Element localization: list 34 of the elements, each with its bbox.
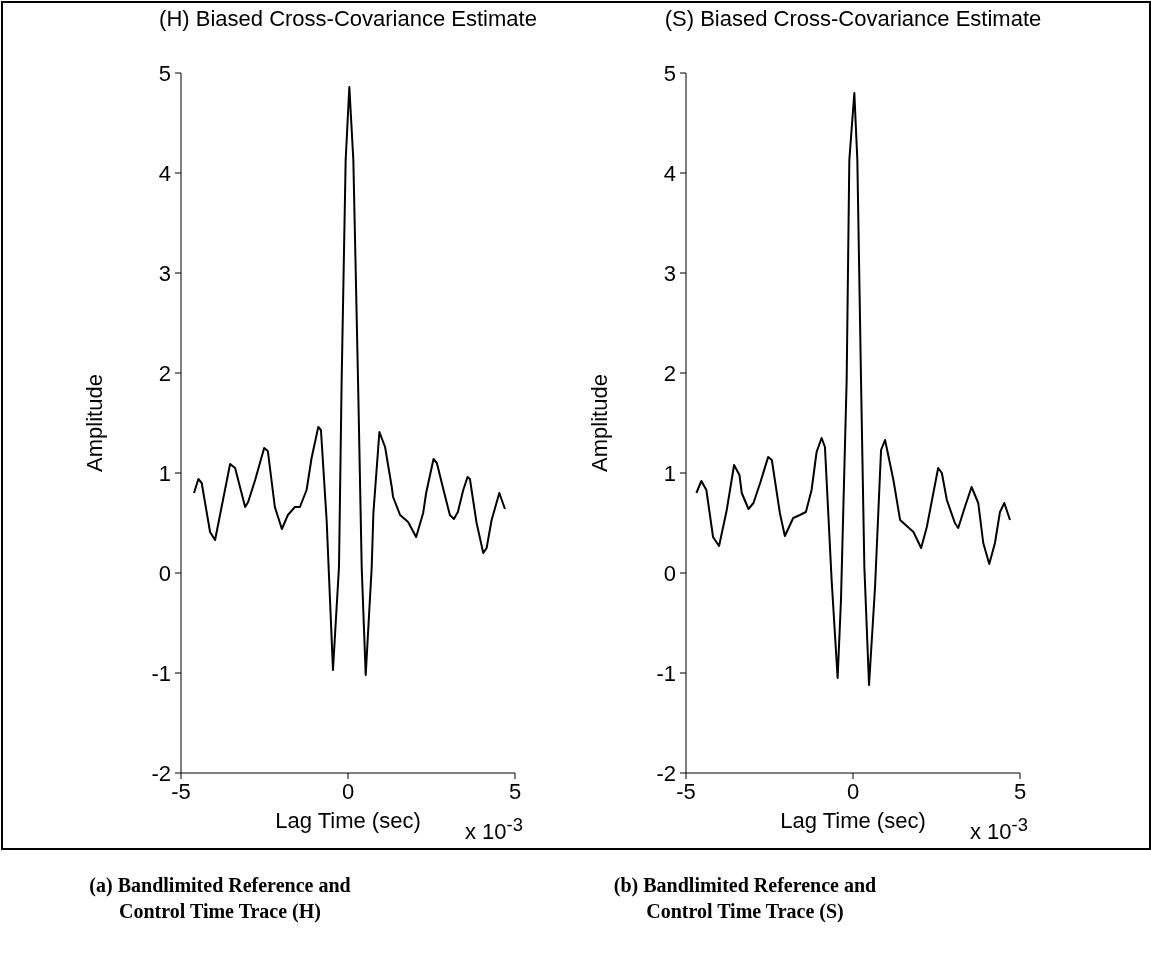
x-tick-label: -5 (676, 778, 696, 804)
line-series (695, 92, 1011, 686)
y-tick-label: 0 (663, 560, 676, 586)
y-tick-label: 0 (158, 560, 171, 586)
y-tick-label: -2 (151, 760, 171, 786)
x-tick-label: 0 (341, 778, 355, 804)
x-tick-label: -5 (171, 778, 191, 804)
y-tick-label: 2 (158, 360, 171, 386)
y-tick-label: 5 (663, 60, 676, 86)
chart-title: (H) Biased Cross-Covariance Estimate (158, 6, 538, 32)
x-axis-title: Lag Time (sec) (780, 808, 926, 833)
y-tick-label: -1 (656, 660, 676, 686)
y-tick-label: 1 (663, 460, 676, 486)
y-tick-label: -1 (151, 660, 171, 686)
x-tick-label: 5 (1013, 778, 1027, 804)
text: (b) Bandlimited Reference and Control Time Trace (S) (612, 873, 878, 924)
y-tick-label: 1 (158, 460, 171, 486)
y-axis-title: Amplitude (587, 374, 613, 472)
line-series (193, 86, 506, 676)
x-axis-title: Lag Time (sec) (275, 808, 421, 833)
x-tick-label: 0 (846, 778, 860, 804)
y-tick-label: 4 (158, 160, 171, 186)
y-tick-label: -2 (656, 760, 676, 786)
text: (a) Bandlimited Reference and Control Time Trace (H) (88, 873, 352, 924)
y-tick-label: 3 (158, 260, 171, 286)
y-tick-label: 4 (663, 160, 676, 186)
y-tick-label: 5 (158, 60, 171, 86)
y-tick-label: 3 (663, 260, 676, 286)
y-axis-title: Amplitude (82, 374, 108, 472)
chart-title: (S) Biased Cross-Covariance Estimate (663, 6, 1043, 32)
x-tick-label: 5 (508, 778, 522, 804)
y-tick-label: 2 (663, 360, 676, 386)
text: x 10$^{-3}$ (970, 814, 1028, 846)
text: x 10$^{-3}$ (465, 814, 523, 846)
